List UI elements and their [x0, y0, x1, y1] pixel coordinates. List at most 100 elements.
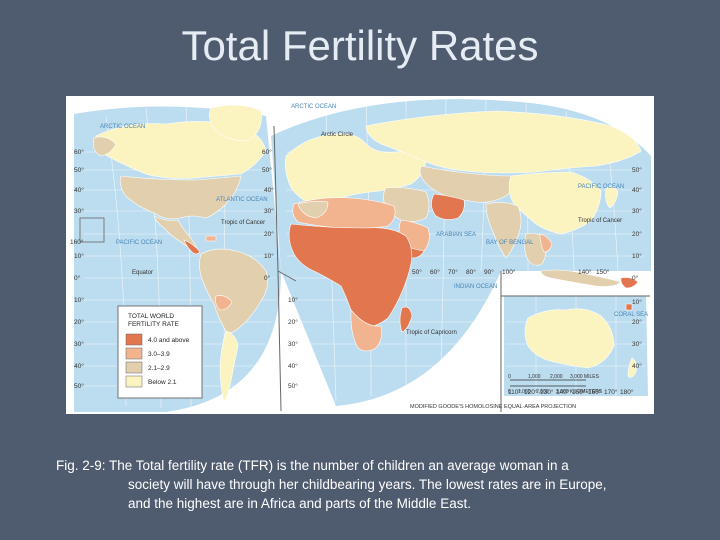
- region-laos-cambodia: [539, 233, 553, 253]
- label-atlantic-ocean: ATLANTIC OCEAN: [216, 197, 268, 203]
- region-australia: [524, 308, 615, 369]
- lat-label-l11: 50°: [74, 382, 84, 390]
- interruption-lines: [273, 125, 650, 412]
- lat-label-r8: 30°: [632, 340, 642, 348]
- label-indian-ocean: INDIAN OCEAN: [454, 284, 497, 290]
- lat-label-l3: 30°: [74, 207, 84, 215]
- lat-label-m10: 40°: [288, 362, 298, 370]
- lat-label-l4: 160°: [70, 238, 84, 246]
- slide-title: Total Fertility Rates: [181, 22, 539, 69]
- scale-miles-label: 3,000 MILES: [570, 374, 600, 380]
- legend-swatch-3: [125, 375, 143, 388]
- lat-label-m5: 10°: [264, 252, 274, 260]
- lat-label-r2: 30°: [632, 207, 642, 215]
- lat-label-l10: 40°: [74, 362, 84, 370]
- label-pacific-ocean-left: PACIFIC OCEAN: [116, 240, 162, 246]
- legend-label-0: 4.0 and above: [148, 337, 190, 344]
- lat-label-r3: 20°: [632, 230, 642, 238]
- label-arctic-ocean-top: ARCTIC OCEAN: [291, 104, 336, 110]
- lat-label-m9: 30°: [288, 340, 298, 348]
- figure-caption: Fig. 2-9: The Total fertility rate (TFR)…: [56, 456, 676, 513]
- scale-km-0: 0: [508, 389, 511, 395]
- caption-line-3: and the highest are in Africa and parts …: [128, 496, 471, 511]
- region-madagascar: [399, 306, 413, 333]
- scale-km-1: 1,000: [518, 389, 531, 395]
- lat-label-m4: 20°: [264, 230, 274, 238]
- lat-label-r9: 40°: [632, 362, 642, 370]
- legend-label-3: Below 2.1: [148, 379, 177, 386]
- region-usa: [119, 175, 242, 220]
- lon-label-mid-2: 70°: [448, 268, 458, 276]
- lon-label-aus-4: 150°: [572, 388, 586, 396]
- lon-label-aus-6: 170°: [604, 388, 618, 396]
- label-arctic-circle: Arctic Circle: [321, 132, 354, 138]
- lat-label-l2: 40°: [74, 186, 84, 194]
- scale-km-label: 3,000 KILOMETERS: [556, 389, 603, 395]
- lat-label-m8: 20°: [288, 318, 298, 326]
- lon-label-aus-3: 140°: [556, 388, 570, 396]
- label-coral-sea: CORAL SEA: [614, 312, 648, 318]
- label-equator: Equator: [132, 270, 153, 276]
- lat-label-m2: 40°: [264, 186, 274, 194]
- region-pacific-islands: [625, 303, 633, 311]
- caption-line-1: Fig. 2-9: The Total fertility rate (TFR)…: [56, 458, 569, 473]
- region-japan: [605, 186, 619, 209]
- label-bay-of-bengal: BAY OF BENGAL: [486, 240, 534, 246]
- region-russia: [365, 110, 642, 174]
- lon-label-mid-4: 90°: [484, 268, 494, 276]
- label-tropic-cancer-left: Tropic of Cancer: [221, 220, 265, 226]
- region-sub-saharan-africa: [288, 223, 413, 329]
- lat-label-m1: 50°: [262, 166, 272, 174]
- lat-label-m0: 60°: [262, 148, 272, 156]
- scale-mi-2: 2,000: [550, 374, 563, 380]
- region-pakistan-afghanistan: [431, 193, 465, 220]
- lat-label-m7: 10°: [288, 296, 298, 304]
- map-legend: TOTAL WORLD FERTILITY RATE 4.0 and above…: [117, 305, 203, 399]
- region-europe: [285, 133, 427, 204]
- lon-label-aus-0: 110°: [508, 388, 521, 396]
- lon-label-aus-2: 130°: [540, 388, 554, 396]
- caption-line-2: society will have through her childbeari…: [128, 477, 607, 492]
- lat-label-l7: 10°: [74, 296, 84, 304]
- legend-title-line2: FERTILITY RATE: [128, 321, 180, 328]
- lon-label-mid-5: 100°: [502, 268, 516, 276]
- hawaii-inset: [79, 217, 105, 243]
- label-arctic-ocean-left: ARCTIC OCEAN: [100, 124, 145, 130]
- legend-swatch-2: [125, 361, 143, 374]
- region-bolivia: [215, 295, 233, 311]
- fertility-map: ARCTIC OCEAN ARCTIC OCEAN ATLANTIC OCEAN…: [66, 96, 654, 414]
- region-new-zealand: [627, 357, 637, 378]
- lon-label-top-0: 140°: [578, 268, 592, 276]
- region-alaska: [93, 136, 117, 157]
- lat-label-r5: 0°: [632, 274, 639, 282]
- region-papua: [620, 277, 639, 289]
- legend-label-2: 2.1–2.9: [148, 365, 170, 372]
- label-projection: MODIFIED GOODE'S HOMOLOSINE EQUAL-AREA P…: [410, 404, 576, 410]
- lon-label-mid-1: 60°: [430, 268, 440, 276]
- label-pacific-ocean-right: PACIFIC OCEAN: [578, 184, 624, 190]
- lat-label-r0: 50°: [632, 166, 642, 174]
- lat-label-l8: 20°: [74, 318, 84, 326]
- region-southern-africa: [350, 309, 383, 352]
- lon-label-mid-0: 50°: [412, 268, 422, 276]
- region-south-america-north: [199, 248, 268, 333]
- lon-label-aus-5: 160°: [588, 388, 602, 396]
- legend-swatch-0: [125, 333, 143, 346]
- lon-label-top-1: 150°: [596, 268, 610, 276]
- label-tropic-capricorn: Tropic of Capricorn: [406, 330, 457, 336]
- scale-bar: 0 1,000 2,000 3,000 MILES 0 1,000 2,000 …: [508, 374, 603, 395]
- legend-label-1: 3.0–3.9: [148, 351, 170, 358]
- region-south-america-south: [219, 330, 239, 403]
- lat-label-l1: 50°: [74, 166, 84, 174]
- lat-label-l6: 0°: [74, 274, 81, 282]
- region-greenland: [209, 104, 262, 142]
- legend-swatch-1: [125, 347, 143, 360]
- lat-label-l5: 10°: [74, 252, 84, 260]
- region-central-america: [183, 239, 201, 255]
- lat-label-m3: 30°: [264, 207, 274, 215]
- region-india: [485, 202, 522, 259]
- legend-title-line1: TOTAL WORLD: [128, 313, 174, 320]
- lat-label-r1: 40°: [632, 186, 642, 194]
- lat-label-r7: 20°: [632, 318, 642, 326]
- lat-label-m6: 0°: [264, 274, 271, 282]
